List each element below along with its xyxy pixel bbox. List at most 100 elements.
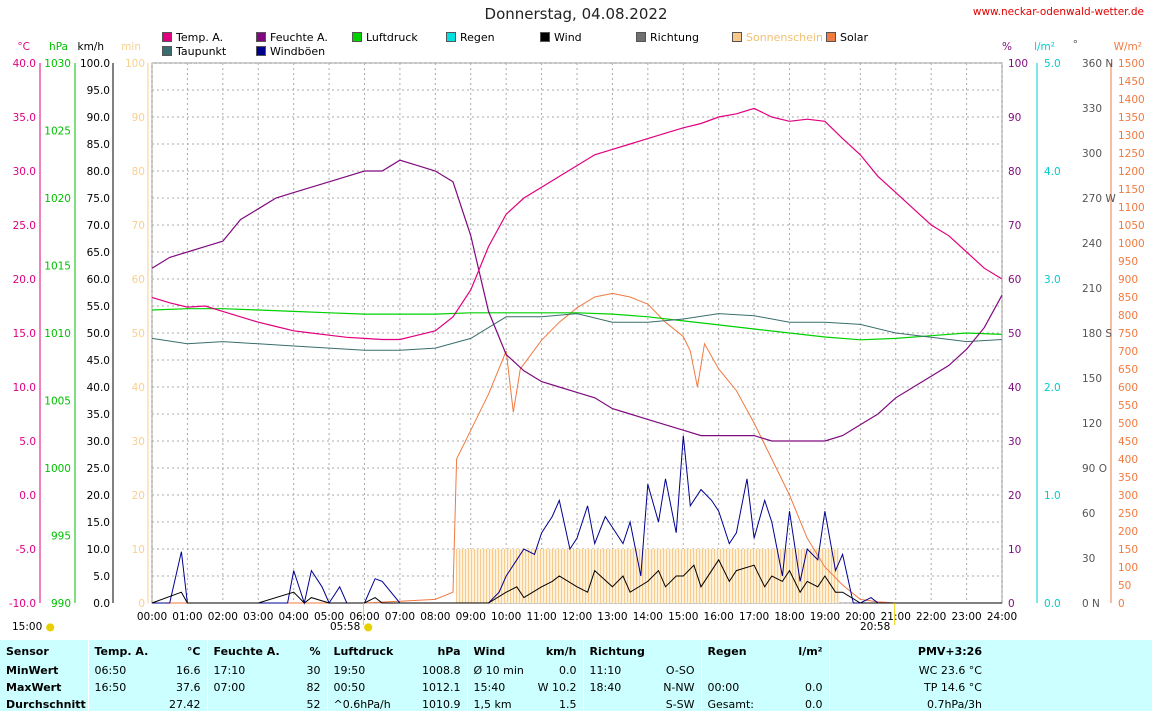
tick-solar: 1050 — [1118, 220, 1145, 232]
legend-swatch — [256, 32, 266, 42]
website-link[interactable]: www.neckar-odenwald-wetter.de — [972, 6, 1144, 18]
legend-swatch — [162, 32, 172, 42]
tick-time: 20:00 — [845, 611, 875, 623]
sunset-label: 20:58 — [860, 621, 891, 633]
tick-time: 07:00 — [385, 611, 415, 623]
stats-cell: 19:50 — [326, 662, 397, 679]
tick-wind: 70.0 — [87, 220, 110, 232]
tick-wind: 10.0 — [87, 544, 110, 556]
stats-cell: O-SO — [665, 664, 695, 677]
tick-solar: 50 — [1118, 580, 1131, 592]
stats-cell: MinWert — [6, 664, 59, 677]
legend-label: Windböen — [270, 45, 326, 58]
tick-humidity: 0 — [1008, 598, 1015, 610]
legend-label: Luftdruck — [366, 31, 418, 44]
tick-wind: 95.0 — [87, 85, 110, 97]
tick-solar: 550 — [1118, 400, 1138, 412]
axis-unit-solar: W/m² — [1114, 41, 1142, 53]
tick-solar: 150 — [1118, 544, 1138, 556]
tick-pressure: 1025 — [44, 126, 71, 138]
stats-cell: 37.6 — [176, 681, 201, 694]
tick-solar: 650 — [1118, 364, 1138, 376]
tick-wind: 90.0 — [87, 112, 110, 124]
tick-direction: 270 W — [1082, 193, 1116, 205]
legend-swatch — [446, 32, 456, 42]
tick-humidity: 20 — [1008, 490, 1021, 502]
tick-solar: 700 — [1118, 346, 1138, 358]
tick-solar: 400 — [1118, 454, 1138, 466]
tick-direction: 330 — [1082, 103, 1102, 115]
tick-pressure: 990 — [51, 598, 71, 610]
tick-temp: 35.0 — [13, 112, 36, 124]
stats-cell: 06:50 — [87, 662, 153, 679]
tick-rain: 0.0 — [1044, 598, 1061, 610]
tick-direction: 60 — [1082, 508, 1095, 520]
tick-solar: 1400 — [1118, 94, 1145, 106]
tick-humidity: 30 — [1008, 436, 1021, 448]
tick-humidity: 80 — [1008, 166, 1021, 178]
tick-direction: 30 — [1082, 553, 1095, 565]
tick-humidity: 40 — [1008, 382, 1021, 394]
tick-sun: 70 — [132, 220, 145, 232]
stats-cell — [206, 696, 287, 713]
axis-unit-direction: ° — [1073, 39, 1078, 51]
tick-solar: 250 — [1118, 508, 1138, 520]
axis-unit-rain: l/m² — [1034, 41, 1055, 53]
tick-time: 08:00 — [420, 611, 450, 623]
stats-row: MaxWert 16:50 37.6 07:00 82 00:50 1012.1 15:40 W… — [0, 679, 1152, 696]
tick-wind: 80.0 — [87, 166, 110, 178]
tick-humidity: 10 — [1008, 544, 1021, 556]
legend-item: Feuchte A. — [256, 31, 328, 44]
tick-wind: 60.0 — [87, 274, 110, 286]
stats-h-temp: Temp. A. — [87, 640, 153, 662]
tick-rain: 4.0 — [1044, 166, 1061, 178]
tick-time: 24:00 — [987, 611, 1017, 623]
tick-direction: 180 S — [1082, 328, 1112, 340]
stats-cell: 18:40 — [582, 679, 645, 696]
tick-wind: 30.0 — [87, 436, 110, 448]
legend-swatch — [540, 32, 550, 42]
tick-time: 19:00 — [810, 611, 840, 623]
tick-solar: 1000 — [1118, 238, 1145, 250]
tick-sun: 100 — [125, 58, 145, 70]
tick-direction: 150 — [1082, 373, 1102, 385]
stats-h-pmv: PMV+3:26 — [828, 640, 1152, 662]
tick-sun: 50 — [132, 328, 145, 340]
tick-rain: 1.0 — [1044, 490, 1061, 502]
stats-cell: 17:10 — [206, 662, 287, 679]
legend-label: Wind — [554, 31, 582, 44]
legend-label: Solar — [840, 31, 869, 44]
series-line-windb-en — [152, 435, 1002, 605]
tick-solar: 950 — [1118, 256, 1138, 268]
tick-time: 05:00 — [314, 611, 344, 623]
tick-solar: 1450 — [1118, 76, 1145, 88]
tick-time: 06:00 — [349, 611, 379, 623]
tick-direction: 0 N — [1082, 598, 1100, 610]
legend-item: Regen — [446, 31, 495, 44]
axis-unit-temp: °C — [17, 41, 30, 53]
stats-cell: 52 — [306, 698, 321, 711]
sunrise-label: 05:58 ● — [330, 621, 373, 633]
stats-cell: MaxWert — [6, 681, 62, 694]
tick-direction: 210 — [1082, 283, 1102, 295]
stats-cell: 1,5 km — [466, 696, 523, 713]
tick-rain: 2.0 — [1044, 382, 1061, 394]
tick-rain: 5.0 — [1044, 58, 1061, 70]
tick-temp: -5.0 — [16, 544, 37, 556]
tick-pressure: 995 — [51, 531, 71, 543]
tick-temp: 15.0 — [13, 328, 36, 340]
legend-item: Richtung — [636, 31, 699, 44]
tick-wind: 40.0 — [87, 382, 110, 394]
stats-cell: 1.5 — [559, 698, 577, 711]
stats-cell: 1008.8 — [422, 664, 461, 677]
legend-swatch — [162, 46, 172, 56]
tick-time: 23:00 — [951, 611, 981, 623]
stats-h-dir: Richtung — [582, 640, 645, 662]
tick-pressure: 1010 — [44, 328, 71, 340]
legend-item: Luftdruck — [352, 31, 418, 44]
tick-temp: 25.0 — [13, 220, 36, 232]
tick-time: 00:00 — [137, 611, 167, 623]
legend-label: Regen — [460, 31, 495, 44]
tick-humidity: 100 — [1008, 58, 1028, 70]
tick-solar: 350 — [1118, 472, 1138, 484]
